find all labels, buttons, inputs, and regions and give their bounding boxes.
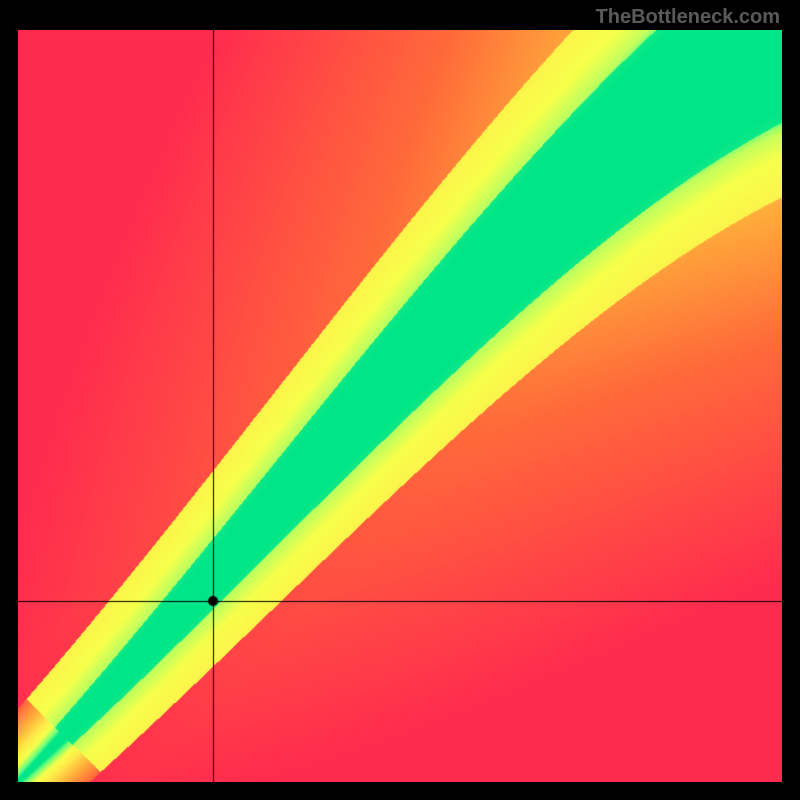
plot-area xyxy=(18,30,782,782)
bottleneck-heatmap xyxy=(18,30,782,782)
watermark-text: TheBottleneck.com xyxy=(596,6,780,29)
chart-container: TheBottleneck.com xyxy=(0,0,800,800)
